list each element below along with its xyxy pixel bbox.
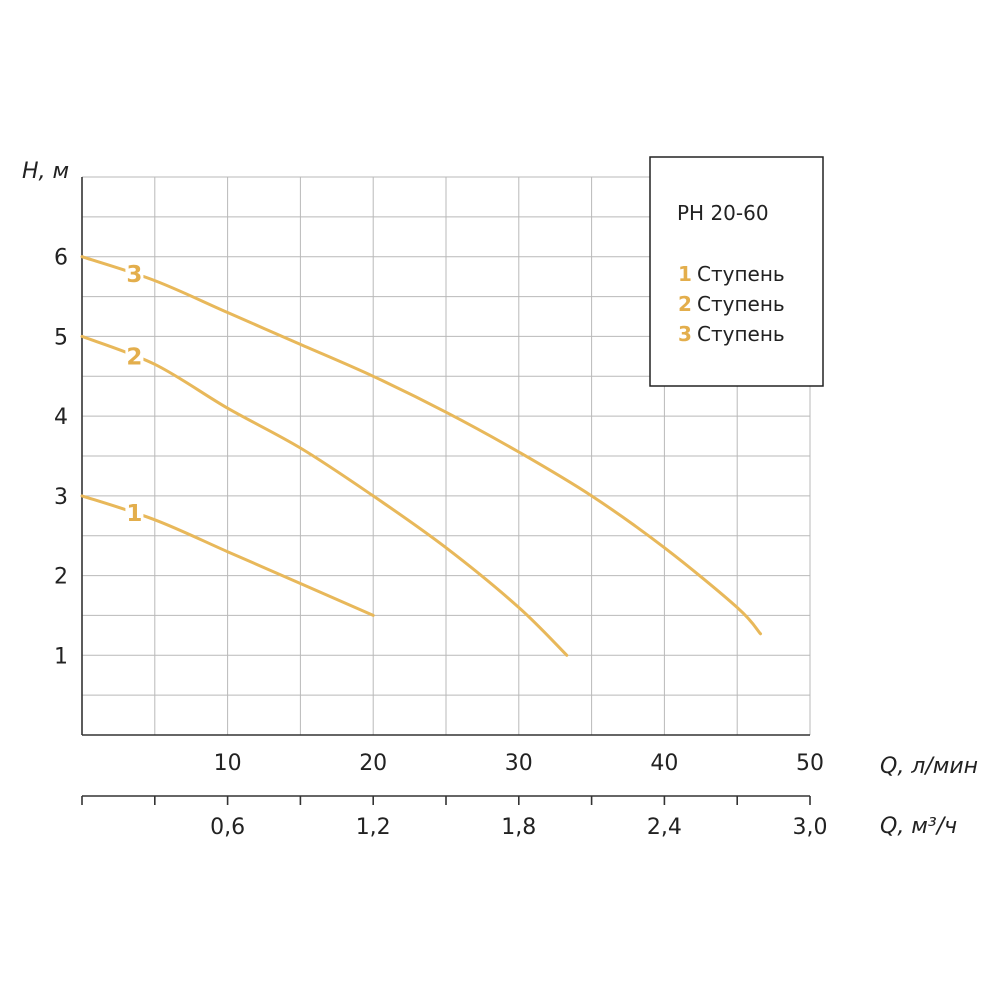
curve-label-background <box>125 501 144 526</box>
curve-stage-3 <box>80 255 762 636</box>
y-tick-label: 4 <box>54 405 68 430</box>
x2-axis-label: Q, м³/ч <box>880 814 957 839</box>
y-tick-label: 1 <box>54 644 68 669</box>
curve-label-2: 2 <box>126 345 142 371</box>
curve-label-3: 3 <box>126 262 142 288</box>
tick-labels: 1 2 3 4 5 6 10 20 30 40 50 0,6 1,2 1,8 2,4 3,0 <box>54 246 828 840</box>
legend-entry-text: Ступень <box>697 292 785 316</box>
x-tick-label: 30 <box>505 751 533 776</box>
legend-entry-number: 1 <box>678 262 692 286</box>
x2-tick-label: 3,0 <box>793 815 828 840</box>
x2-tick-label: 2,4 <box>647 815 682 840</box>
x-axis-label: Q, л/мин <box>880 754 978 779</box>
legend-title: PH 20-60 <box>677 201 769 225</box>
x-tick-label: 10 <box>214 751 242 776</box>
x2-tick-label: 1,8 <box>501 815 536 840</box>
curves: 1 2 3 <box>80 255 762 657</box>
x-tick-label: 40 <box>650 751 678 776</box>
x2-tick-label: 0,6 <box>210 815 245 840</box>
y-tick-label: 5 <box>54 325 68 350</box>
y-axis-label: H, м <box>22 159 69 184</box>
curve-label-background <box>125 261 144 286</box>
curve-label-1: 1 <box>126 501 142 527</box>
legend-entry-text: Ступень <box>697 322 785 346</box>
axes <box>81 177 811 805</box>
curve-label-background <box>125 344 144 369</box>
curve-stage-2 <box>80 334 569 657</box>
x-tick-label: 50 <box>796 751 824 776</box>
y-tick-label: 3 <box>54 485 68 510</box>
legend-entry-number: 3 <box>678 322 692 346</box>
y-tick-label: 2 <box>54 565 68 590</box>
legend-box <box>649 156 824 387</box>
y-tick-label: 6 <box>54 246 68 271</box>
x2-tick-label: 1,2 <box>356 815 391 840</box>
legend-entry-text: Ступень <box>697 262 785 286</box>
legend-entry-number: 2 <box>678 292 692 316</box>
x-tick-label: 20 <box>359 751 387 776</box>
